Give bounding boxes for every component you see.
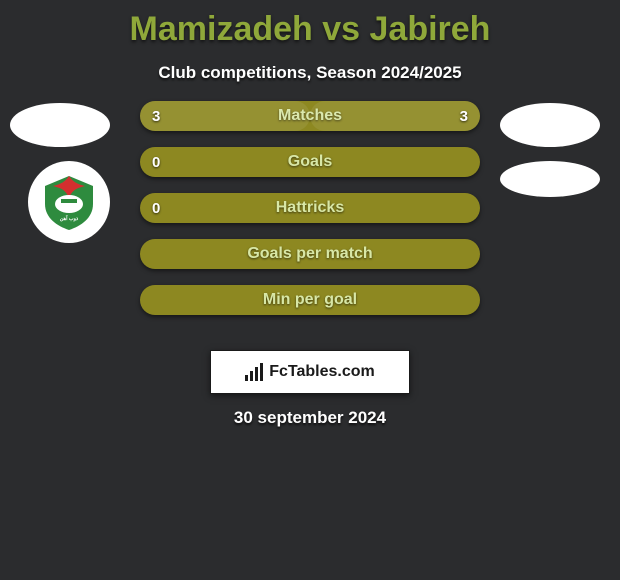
page-subtitle: Club competitions, Season 2024/2025 (0, 63, 620, 83)
player-right-club-badge (500, 161, 600, 197)
chart-icon (245, 363, 263, 381)
stat-label: Min per goal (263, 291, 357, 309)
stat-value-left: 0 (152, 154, 160, 171)
stat-bar: 0 Hattricks (140, 193, 480, 223)
player-left-club-badge: ذوب آهن (28, 161, 110, 243)
stat-bars: 33Matches0Goals0HattricksGoals per match… (140, 101, 480, 331)
stat-value-right: 3 (460, 108, 468, 125)
stat-value-left: 3 (152, 108, 160, 125)
comparison-area: ذوب آهن 33Matches0Goals0HattricksGoals p… (0, 111, 620, 361)
stat-label: Goals per match (247, 245, 372, 263)
player-right-avatar (500, 103, 600, 147)
stat-bar: Min per goal (140, 285, 480, 315)
stat-bar: 33Matches (140, 101, 480, 131)
stat-bar: Goals per match (140, 239, 480, 269)
stat-label: Hattricks (276, 199, 344, 217)
player-left-avatar (10, 103, 110, 147)
generation-date: 30 september 2024 (0, 408, 620, 428)
stat-bar-fill-left (140, 101, 310, 131)
stat-bar-fill-right (310, 101, 480, 131)
club-badge-icon: ذوب آهن (39, 172, 99, 232)
site-logo-text: FcTables.com (269, 363, 375, 381)
page-title: Mamizadeh vs Jabireh (0, 0, 620, 49)
site-logo: FcTables.com (210, 350, 410, 394)
stat-label: Goals (288, 153, 332, 171)
svg-text:ذوب آهن: ذوب آهن (60, 215, 79, 222)
stat-bar: 0 Goals (140, 147, 480, 177)
stat-value-left: 0 (152, 200, 160, 217)
